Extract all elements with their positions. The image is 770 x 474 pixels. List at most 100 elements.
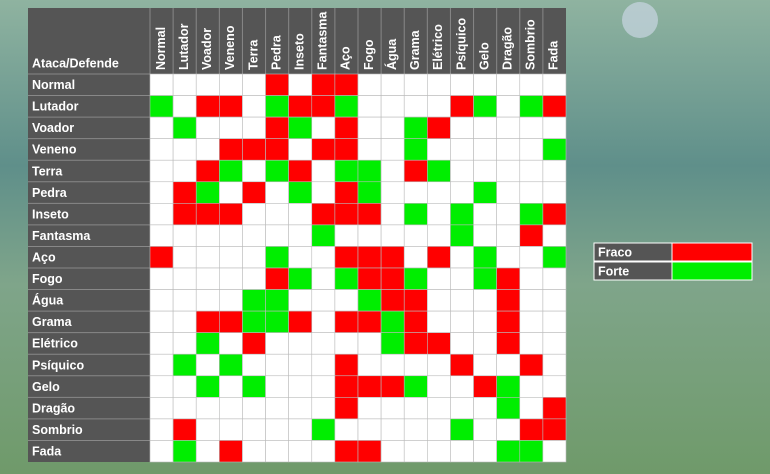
legend-label: Fraco bbox=[598, 245, 632, 259]
column-label: Dragão bbox=[501, 27, 515, 70]
cell bbox=[519, 95, 544, 118]
cell bbox=[195, 353, 220, 377]
cell bbox=[311, 289, 336, 312]
cell bbox=[195, 289, 220, 312]
cell bbox=[427, 138, 451, 161]
cell bbox=[519, 203, 544, 226]
cell bbox=[427, 375, 451, 398]
cell bbox=[334, 95, 359, 118]
cell bbox=[357, 397, 382, 420]
cell bbox=[195, 203, 220, 226]
cell bbox=[219, 73, 243, 96]
cell bbox=[219, 375, 243, 398]
cell bbox=[427, 267, 451, 290]
cell bbox=[427, 418, 451, 441]
cell bbox=[542, 375, 567, 398]
cell bbox=[242, 375, 266, 398]
cell bbox=[311, 159, 336, 183]
cell bbox=[265, 116, 289, 139]
cell bbox=[265, 289, 289, 312]
cell bbox=[242, 116, 266, 139]
cell bbox=[519, 353, 544, 377]
cell bbox=[542, 246, 567, 269]
cell bbox=[403, 310, 428, 333]
cell bbox=[427, 310, 451, 333]
cell bbox=[265, 95, 289, 118]
cell bbox=[450, 181, 474, 204]
cell bbox=[403, 375, 428, 398]
cell bbox=[519, 159, 544, 183]
cell bbox=[242, 224, 266, 247]
cell bbox=[195, 73, 220, 96]
cell bbox=[496, 440, 521, 463]
cell bbox=[473, 418, 497, 441]
cell bbox=[219, 181, 243, 204]
cell bbox=[149, 138, 174, 161]
cell bbox=[195, 116, 220, 139]
cell bbox=[334, 203, 359, 226]
cell bbox=[473, 440, 497, 463]
cell bbox=[172, 181, 197, 204]
cell bbox=[403, 203, 428, 226]
row-label: Fada bbox=[32, 445, 62, 459]
corner-label: Ataca/Defende bbox=[32, 56, 119, 70]
cell bbox=[357, 289, 382, 312]
cell bbox=[450, 224, 474, 247]
cell bbox=[403, 267, 428, 290]
cell bbox=[172, 159, 197, 183]
row-label: Normal bbox=[32, 78, 75, 92]
column-label: Sombrio bbox=[524, 19, 538, 70]
cell bbox=[288, 95, 313, 118]
cell bbox=[311, 397, 336, 420]
cell bbox=[311, 95, 336, 118]
cell bbox=[219, 440, 243, 463]
cell bbox=[265, 246, 289, 269]
cell bbox=[242, 138, 266, 161]
row-label: Inseto bbox=[32, 207, 69, 221]
cell bbox=[195, 159, 220, 183]
cell bbox=[357, 310, 382, 333]
cell bbox=[195, 418, 220, 441]
cell bbox=[496, 310, 521, 333]
cell bbox=[149, 95, 174, 118]
cell bbox=[357, 267, 382, 290]
cell bbox=[519, 375, 544, 398]
cell bbox=[311, 246, 336, 269]
cell bbox=[334, 289, 359, 312]
cell bbox=[519, 397, 544, 420]
cell bbox=[380, 418, 405, 441]
cell bbox=[219, 95, 243, 118]
cell bbox=[473, 353, 497, 377]
cell bbox=[288, 289, 313, 312]
cell bbox=[288, 353, 313, 377]
cell bbox=[473, 159, 497, 183]
cell bbox=[357, 138, 382, 161]
cell bbox=[219, 159, 243, 183]
cell bbox=[311, 332, 336, 355]
cell bbox=[219, 203, 243, 226]
cell bbox=[288, 418, 313, 441]
cell bbox=[450, 95, 474, 118]
cell bbox=[149, 353, 174, 377]
cell bbox=[219, 310, 243, 333]
cell bbox=[334, 267, 359, 290]
cell bbox=[265, 224, 289, 247]
cell bbox=[380, 246, 405, 269]
column-label: Lutador bbox=[177, 23, 191, 70]
cell bbox=[380, 397, 405, 420]
type-table: Ataca/Defende Normal Lutador Voador Veneno Te… bbox=[28, 8, 567, 463]
cell bbox=[496, 289, 521, 312]
cell bbox=[450, 159, 474, 183]
column-label: Fogo bbox=[362, 39, 376, 70]
cell bbox=[427, 181, 451, 204]
cell bbox=[334, 310, 359, 333]
cell bbox=[149, 267, 174, 290]
cell bbox=[542, 116, 567, 139]
cell bbox=[149, 73, 174, 96]
cell bbox=[334, 418, 359, 441]
cell bbox=[427, 353, 451, 377]
cell bbox=[149, 224, 174, 247]
cell bbox=[219, 332, 243, 355]
column-label: Gelo bbox=[477, 42, 491, 70]
